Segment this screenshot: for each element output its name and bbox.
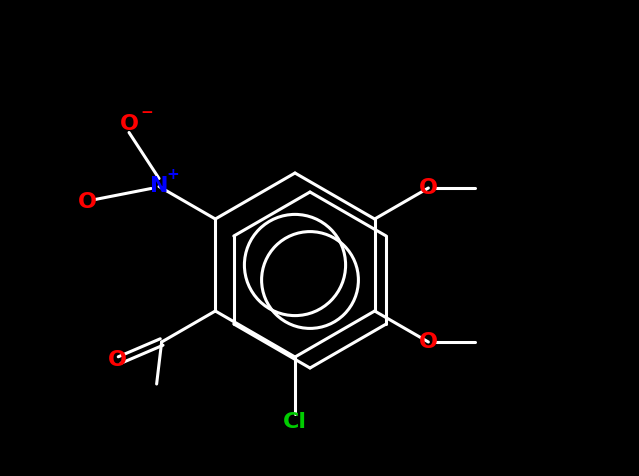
- Text: N: N: [150, 177, 168, 197]
- Text: O: O: [119, 115, 139, 135]
- Text: O: O: [419, 178, 438, 198]
- Text: +: +: [167, 167, 180, 182]
- Text: −: −: [141, 105, 153, 120]
- Text: O: O: [108, 350, 127, 370]
- Text: O: O: [419, 332, 438, 352]
- Text: O: O: [77, 191, 96, 211]
- Text: Cl: Cl: [283, 412, 307, 432]
